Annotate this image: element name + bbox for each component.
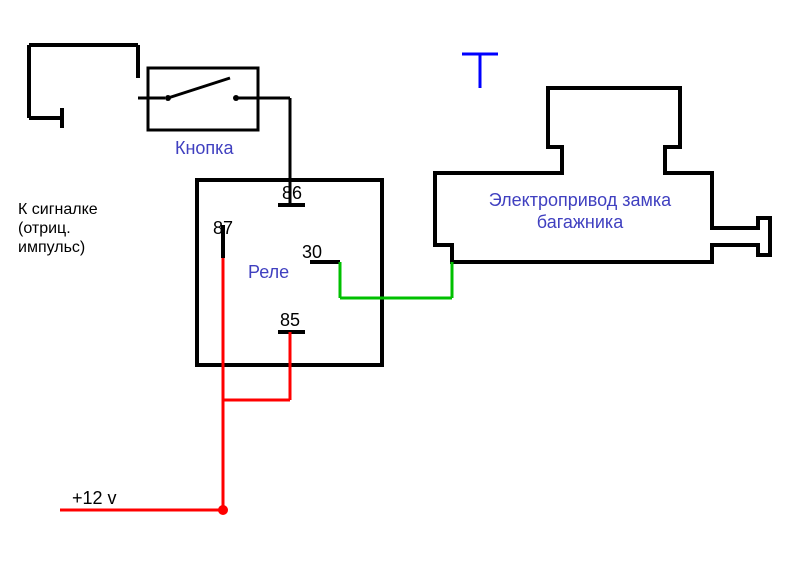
red-wire <box>60 258 290 515</box>
blue-wire <box>462 54 498 88</box>
actuator-label-line2: багажника <box>455 212 705 234</box>
pin85-label: 85 <box>280 310 300 332</box>
actuator-label-line1: Электропривод замка <box>455 190 705 212</box>
pin87-label: 87 <box>213 218 233 240</box>
signal-label-line3: импульс) <box>18 238 98 257</box>
pin30-label: 30 <box>302 242 322 264</box>
signal-label-line2: (отриц. <box>18 219 98 238</box>
actuator-label: Электропривод замка багажника <box>455 190 705 233</box>
signal-connector <box>29 45 138 128</box>
actuator-shape <box>435 88 770 262</box>
pin86-label: 86 <box>282 183 302 205</box>
signal-label-line1: К сигналке <box>18 200 98 219</box>
circuit-diagram: К сигналке (отриц. импульс) Кнопка Реле … <box>0 0 800 565</box>
green-wire <box>340 262 452 298</box>
power-label: +12 v <box>72 488 117 510</box>
signal-label: К сигналке (отриц. импульс) <box>18 200 98 258</box>
button-switch <box>138 68 290 205</box>
relay-label: Реле <box>248 262 289 284</box>
button-label: Кнопка <box>175 138 233 160</box>
